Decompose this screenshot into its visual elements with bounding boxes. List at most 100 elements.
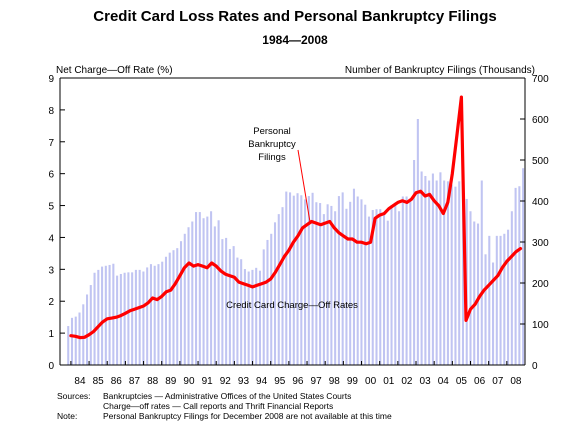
bar (420, 171, 423, 365)
x-tick-label: 87 (129, 376, 141, 387)
x-tick-label: 02 (401, 376, 413, 387)
bar (401, 196, 404, 365)
bar (255, 267, 258, 365)
bar (458, 181, 461, 365)
bar (97, 269, 100, 365)
bankruptcy-annotation-line-3: Filings (258, 152, 286, 163)
chart-title: Credit Card Loss Rates and Personal Bank… (93, 8, 496, 25)
bar (296, 193, 299, 365)
bar (176, 248, 179, 365)
bar (134, 269, 137, 365)
left-tick-label: 2 (48, 297, 54, 308)
bar (416, 119, 419, 365)
bar (243, 269, 246, 365)
bar (89, 285, 92, 365)
bar (428, 180, 431, 365)
right-axis-ticks: 0 100 200 300 400 500 600 700 (520, 74, 549, 372)
bankruptcy-annotation-leader (297, 149, 311, 223)
bar (153, 265, 156, 365)
bar (70, 317, 74, 365)
note-label: Note: (57, 411, 77, 421)
bar (371, 210, 374, 365)
bar (179, 241, 183, 365)
bar (149, 264, 152, 365)
bar (439, 172, 442, 365)
sources-line-2: Charge—off rates — Call reports and Thri… (103, 401, 333, 411)
bar (334, 211, 337, 365)
x-tick-label: 85 (93, 376, 105, 387)
bar (168, 252, 171, 365)
x-tick-label: 03 (420, 376, 432, 387)
bar (213, 226, 216, 365)
bar (379, 209, 382, 365)
bar (398, 211, 401, 365)
bar (225, 237, 228, 365)
left-axis-ticks: 0 1 2 3 4 5 6 7 8 9 (48, 74, 65, 372)
bar (510, 211, 513, 365)
bar (443, 180, 446, 365)
bar (206, 216, 209, 365)
x-tick-label: 99 (347, 376, 359, 387)
bar (101, 266, 104, 365)
left-tick-label: 6 (48, 170, 54, 181)
bar (322, 214, 325, 365)
bar (262, 249, 265, 365)
bar (518, 186, 521, 365)
bar (82, 304, 85, 365)
bar (413, 160, 416, 365)
bar (450, 184, 453, 365)
bar (217, 220, 220, 365)
x-tick-label: 97 (311, 376, 323, 387)
bar (352, 188, 355, 365)
x-tick-label: 08 (510, 376, 522, 387)
bar (119, 273, 122, 365)
bar (74, 316, 77, 365)
bankruptcy-annotation-line-2: Bankruptcy (248, 139, 296, 150)
bar (484, 254, 487, 365)
bar (116, 275, 119, 365)
x-tick-label: 00 (365, 376, 377, 387)
bar (514, 187, 517, 365)
bar (390, 205, 393, 365)
bar (386, 220, 389, 365)
bar (228, 248, 231, 365)
bar (67, 326, 70, 365)
chart-subtitle: 1984—2008 (262, 33, 328, 47)
x-tick-label: 01 (383, 376, 395, 387)
bar (469, 211, 472, 365)
bar (488, 235, 491, 365)
bar (341, 192, 344, 365)
bar (292, 195, 295, 365)
x-tick-label: 95 (274, 376, 286, 387)
bar (112, 263, 115, 365)
bar (367, 216, 371, 365)
x-tick-label: 89 (165, 376, 177, 387)
bar (93, 272, 96, 365)
left-tick-label: 3 (48, 265, 54, 276)
bar (236, 257, 239, 365)
left-tick-label: 1 (48, 329, 54, 340)
left-tick-label: 5 (48, 202, 54, 213)
bar (307, 196, 310, 365)
right-tick-label: 100 (532, 320, 549, 331)
bar (86, 294, 89, 365)
bar (375, 209, 378, 365)
footnotes: Sources: Bankruptcies — Administrative O… (57, 391, 392, 421)
bar (191, 221, 194, 365)
bar (221, 239, 224, 365)
left-tick-label: 7 (48, 138, 54, 149)
bar (273, 222, 277, 365)
bar (360, 199, 363, 365)
annotations: Personal Bankruptcy Filings Credit Card … (226, 126, 358, 311)
bar (202, 218, 205, 365)
bar (161, 261, 164, 365)
left-tick-label: 0 (48, 361, 54, 372)
right-tick-label: 700 (532, 74, 549, 85)
axes (59, 77, 526, 366)
x-tick-label: 94 (256, 376, 268, 387)
bar (210, 211, 213, 365)
x-tick-label: 06 (474, 376, 486, 387)
x-tick-label: 91 (202, 376, 214, 387)
bar (499, 235, 502, 365)
sources-line-1: Bankruptcies — Administrative Offices of… (103, 391, 351, 401)
